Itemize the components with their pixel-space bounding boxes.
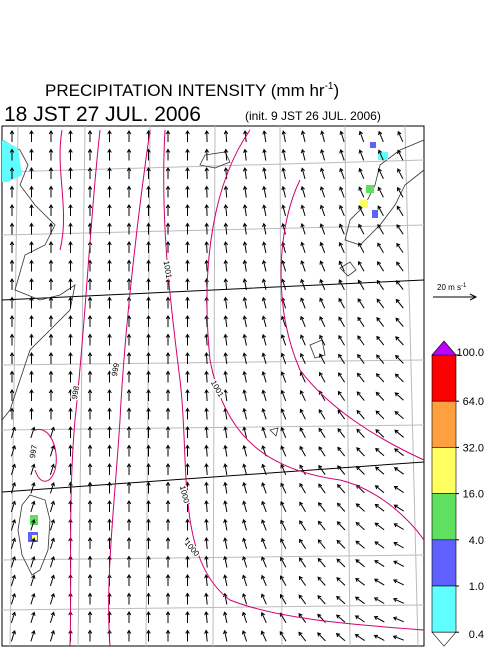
title-suffix: ) [333,81,339,100]
colorbar-segment [431,400,457,448]
vector-legend-arrow [433,293,478,301]
isobar-label: 998 [70,385,81,400]
colorbar-tick-label: 0.4 [469,629,484,641]
graticule [1,125,425,647]
colorbar-segment [431,493,457,541]
precipitation-area [2,140,22,182]
isobar-label: 997 [28,444,39,459]
colorbar: 100.0 64.0 32.0 16.0 4.0 1.0 0.4 [431,340,484,647]
colorbar-tick-label: 64.0 [463,396,484,408]
coastline [1,139,425,576]
colorbar-tick-label: 32.0 [463,442,484,454]
colorbar-tick-label: 16.0 [463,489,484,501]
colorbar-segment [431,585,457,633]
title-exponent: -1 [325,81,334,92]
init-time: (init. 9 JST 26 JUL. 2006) [245,109,381,123]
title: PRECIPITATION INTENSITY (mm hr-1) [45,81,339,100]
colorbar-tick-label: 100.0 [456,347,484,359]
colorbar-segment [431,539,457,587]
vector-legend-label: 20 m s-1 [437,283,467,292]
colorbar-tick-label: 4.0 [469,535,484,547]
vector-legend: 20 m s-1 [433,283,478,301]
colorbar-segment [431,354,457,402]
isobar-label: 999 [110,362,121,377]
colorbar-over [431,340,457,356]
vector-legend-exponent: -1 [461,283,467,289]
title-text: PRECIPITATION INTENSITY (mm hr [45,81,325,100]
valid-time: 18 JST 27 JUL. 2006 [4,103,201,126]
isobars [34,129,425,647]
vector-legend-text: 20 m s [437,283,461,292]
colorbar-tick-label: 1.0 [469,581,484,593]
colorbar-under [431,631,457,647]
colorbar-segment [431,447,457,494]
